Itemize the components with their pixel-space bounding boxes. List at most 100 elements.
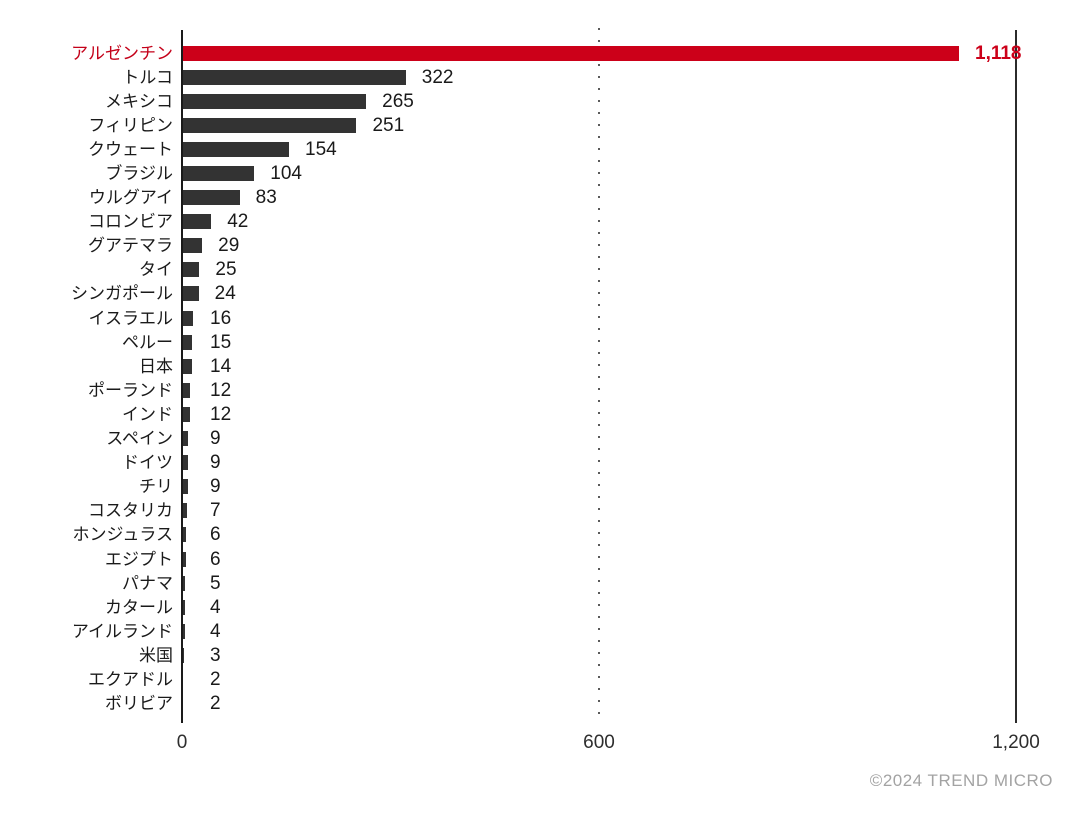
bar-slot <box>182 214 212 230</box>
category-label: グアテマラ <box>88 236 173 256</box>
value-label: 83 <box>255 187 277 209</box>
bar-row: クウェート 154 <box>0 137 1082 161</box>
category-label: フィリピン <box>88 115 173 135</box>
value-label: 9 <box>210 476 221 498</box>
bar-slot <box>182 599 194 615</box>
bar-row: エクアドル 2 <box>0 667 1082 691</box>
bar-row: ペルー 15 <box>0 330 1082 354</box>
bar-row: カタール 4 <box>0 595 1082 619</box>
plot-area <box>181 28 1017 723</box>
value-label: 15 <box>210 331 232 353</box>
value-label: 42 <box>227 211 249 233</box>
bar-slot <box>182 262 200 278</box>
bar <box>182 190 240 206</box>
value-label: 9 <box>210 428 221 450</box>
value-label: 16 <box>210 307 232 329</box>
x-tick-label: 1,200 <box>992 732 1040 753</box>
bar <box>182 238 203 254</box>
bar-slot <box>182 455 194 471</box>
category-label: ドイツ <box>122 453 173 473</box>
bar-row: トルコ 322 <box>0 65 1082 89</box>
category-label: シンガポール <box>71 284 173 304</box>
bar-slot <box>182 575 194 591</box>
category-label: ペルー <box>122 332 173 352</box>
bar-slot <box>182 166 255 182</box>
bar-row: ドイツ 9 <box>0 451 1082 475</box>
bar <box>182 575 186 591</box>
bar-row: アルゼンチン 1,118 <box>0 41 1082 65</box>
category-label: ポーランド <box>88 380 173 400</box>
bar-slot <box>182 93 367 109</box>
category-label: イスラエル <box>88 308 174 328</box>
bar-slot <box>182 382 194 398</box>
category-label: タイ <box>139 260 173 280</box>
bar-row: チリ 9 <box>0 475 1082 499</box>
bar <box>182 214 212 230</box>
category-label: チリ <box>139 477 173 497</box>
right-boundary-line <box>1015 30 1017 723</box>
bar <box>182 358 192 374</box>
category-label: インド <box>122 404 173 424</box>
category-label: エクアドル <box>88 669 173 689</box>
bar-slot <box>182 527 194 543</box>
bar-rows: アルゼンチン 1,118 トルコ 322 メキシコ 265 フィリピン 251 クウェート 154… <box>0 41 1082 716</box>
bar-slot <box>182 623 194 639</box>
category-label: カタール <box>105 597 173 617</box>
category-label: エジプト <box>105 549 173 569</box>
x-tick-label: 600 <box>583 732 615 753</box>
bar <box>182 166 255 182</box>
bar-row: アイルランド 4 <box>0 619 1082 643</box>
category-label: アイルランド <box>71 621 173 641</box>
bar-slot <box>182 406 194 422</box>
value-label: 2 <box>210 693 221 715</box>
bar-row: 米国 3 <box>0 643 1082 667</box>
value-label: 12 <box>210 403 232 425</box>
bar-row: ボリビア 2 <box>0 692 1082 716</box>
bar <box>182 93 367 109</box>
copyright-text: ©2024 TREND MICRO <box>869 771 1053 790</box>
y-axis-line <box>181 30 183 723</box>
bar <box>182 117 357 133</box>
bar-row: パナマ 5 <box>0 571 1082 595</box>
x-axis-ticks: 0 600 1,200 <box>177 732 1040 754</box>
bar-slot <box>182 238 203 254</box>
bar-slot <box>182 190 240 206</box>
bar-row: タイ 25 <box>0 258 1082 282</box>
bar-slot <box>182 431 194 447</box>
bar-slot <box>182 479 194 495</box>
category-label: パナマ <box>122 573 173 593</box>
category-label: コスタリカ <box>88 501 173 521</box>
category-label: トルコ <box>122 67 173 87</box>
value-label: 29 <box>218 235 240 257</box>
category-label: ボリビア <box>105 694 173 714</box>
category-label: 日本 <box>139 356 173 376</box>
bar <box>182 599 185 615</box>
bar <box>182 503 187 519</box>
bar <box>182 647 185 663</box>
bar-row: インド 12 <box>0 402 1082 426</box>
bar <box>182 45 959 61</box>
category-label: ウルグアイ <box>88 188 173 208</box>
bar <box>182 527 187 543</box>
value-label: 24 <box>214 283 236 305</box>
value-label: 251 <box>372 114 405 136</box>
value-label: 4 <box>210 620 221 642</box>
bar-slot <box>182 696 194 712</box>
category-label: ホンジュラス <box>72 525 173 545</box>
bar <box>182 551 187 567</box>
bar-slot <box>182 286 199 302</box>
value-label: 2 <box>210 668 221 690</box>
bar-slot <box>182 358 194 374</box>
category-label: スペイン <box>106 429 173 449</box>
bar <box>182 310 194 326</box>
bar <box>182 69 406 85</box>
bar-slot <box>182 671 194 687</box>
bar-row: 日本 14 <box>0 354 1082 378</box>
value-label: 14 <box>210 355 232 377</box>
value-label: 3 <box>210 644 221 666</box>
bar-slot <box>182 503 194 519</box>
bar <box>182 334 193 350</box>
bar-slot <box>182 69 406 85</box>
bar-row: シンガポール 24 <box>0 282 1082 306</box>
bar-row: グアテマラ 29 <box>0 234 1082 258</box>
